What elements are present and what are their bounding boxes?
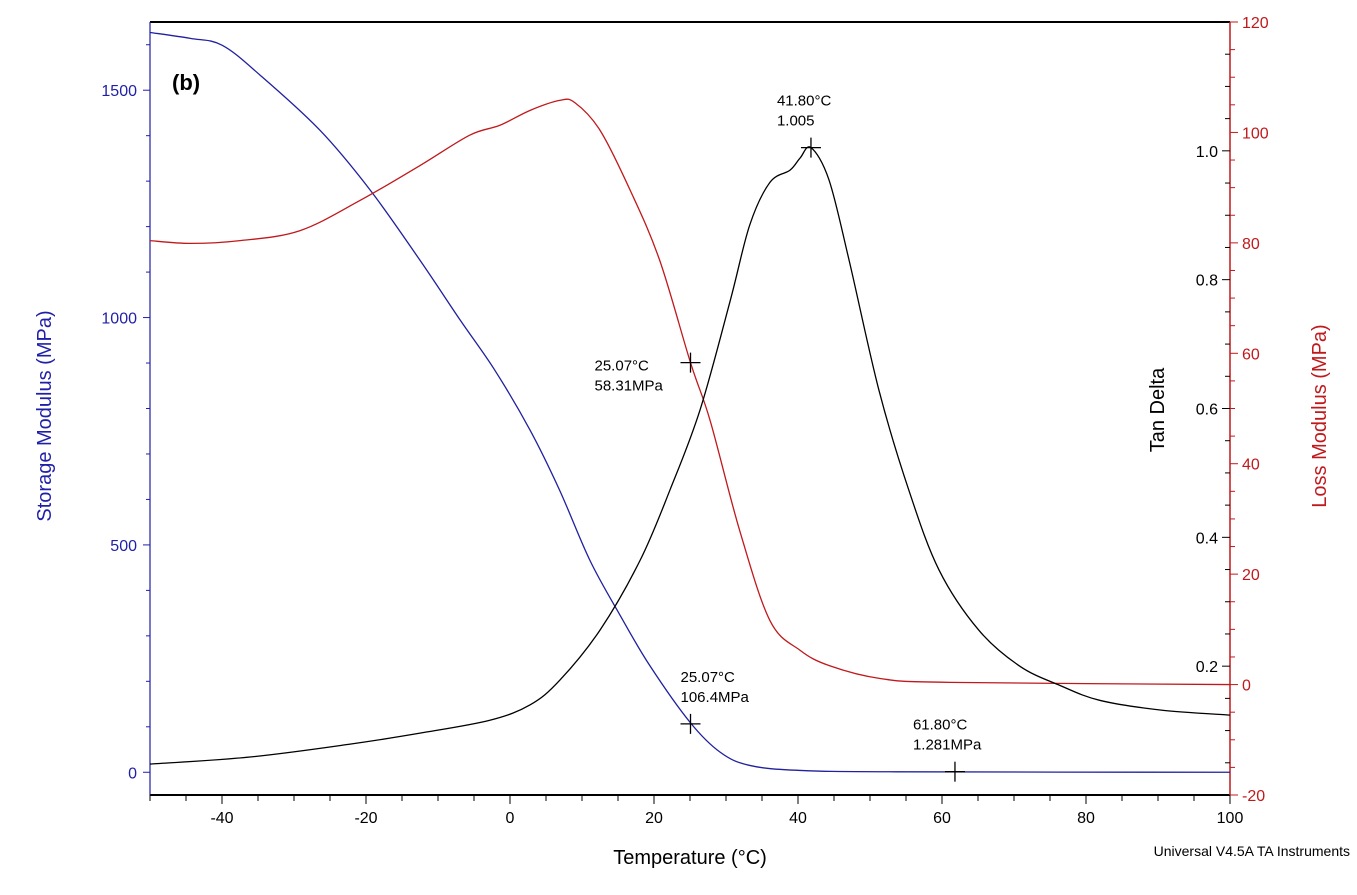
x-tick-label: -20 (354, 810, 377, 827)
tan-delta-tick-label: 0.4 (1196, 530, 1218, 547)
loss-tick-label: 60 (1242, 346, 1260, 363)
x-tick-label: 80 (1077, 810, 1095, 827)
storage-modulus-line (149, 31, 1231, 773)
loss-tick-label: 120 (1242, 15, 1269, 32)
tan-delta-tick-label: 0.8 (1196, 273, 1218, 290)
loss-tick-label: 40 (1242, 457, 1260, 474)
tan-delta-tick-label: 0.2 (1196, 659, 1218, 676)
annotation-label: 61.80°C (913, 717, 968, 734)
annotations: 41.80°C 1.005 25.07°C 58.31MPa 25.07°C 106.4M… (595, 93, 982, 782)
storage-axis-label: Storage Modulus (MPa) (34, 310, 56, 521)
annotation-value: 106.4MPa (681, 689, 750, 706)
tan-delta-tick-label: 0.6 (1196, 402, 1218, 419)
x-tick-label: 60 (933, 810, 951, 827)
loss-tick-label: -20 (1242, 788, 1265, 805)
panel-label: (b) (172, 70, 200, 95)
loss-tick-label: 0 (1242, 678, 1251, 695)
axes: -40 -20 0 20 40 60 80 1000500100015000.20.40.60… (101, 15, 1268, 827)
annotation-value: 1.281MPa (913, 737, 982, 754)
x-tick-label: 100 (1217, 810, 1244, 827)
footer-text: Universal V4.5A TA Instruments (1154, 843, 1350, 859)
annotation-label: 25.07°C (595, 358, 650, 375)
loss-tick-label: 20 (1242, 567, 1260, 584)
storage-tick-label: 1500 (101, 83, 137, 100)
storage-tick-label: 0 (128, 765, 137, 782)
loss-axis-label: Loss Modulus (MPa) (1309, 324, 1331, 507)
annotation-label: 41.80°C (777, 93, 832, 110)
storage-tick-label: 500 (110, 538, 137, 555)
tan-delta-axis-label: Tan Delta (1147, 367, 1169, 452)
loss-tick-label: 80 (1242, 236, 1260, 253)
x-tick-label: 20 (645, 810, 663, 827)
x-axis-label: Temperature (°C) (613, 847, 767, 869)
x-tick-label: 0 (506, 810, 515, 827)
series (149, 31, 1231, 773)
storage-tick-label: 1000 (101, 311, 137, 328)
tan-delta-line (149, 146, 1231, 765)
x-tick-label: 40 (789, 810, 807, 827)
loss-tick-label: 100 (1242, 125, 1269, 142)
x-tick-label: -40 (210, 810, 233, 827)
annotation-label: 25.07°C (681, 669, 736, 686)
tan-delta-tick-label: 1.0 (1196, 144, 1218, 161)
annotation-value: 1.005 (777, 113, 815, 130)
annotation-value: 58.31MPa (595, 378, 664, 395)
loss-modulus-line (149, 98, 1231, 686)
